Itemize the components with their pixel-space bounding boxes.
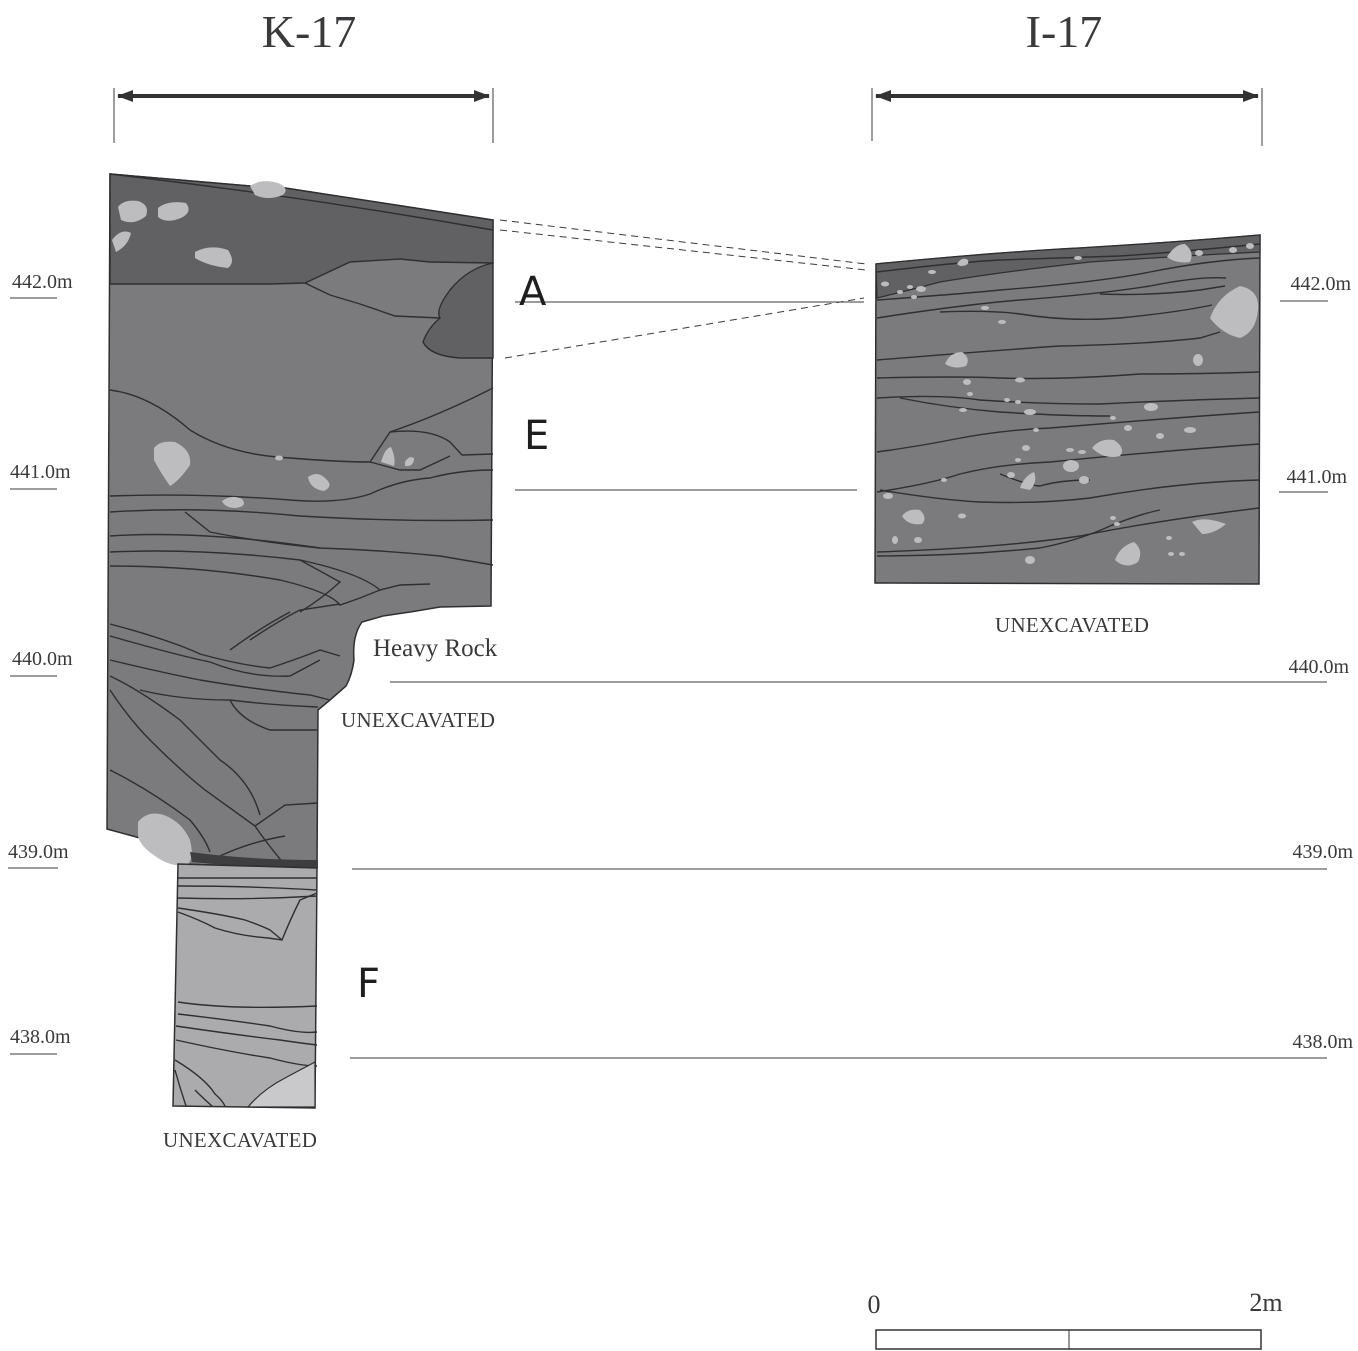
elevation-label-left-442: 442.0m xyxy=(12,271,73,293)
layer-label-e: E xyxy=(524,413,549,459)
unexcavated-label-i17: UNEXCAVATED xyxy=(995,613,1149,637)
scale-bar-start-label: 0 xyxy=(868,1290,881,1319)
i17-stones xyxy=(881,243,1259,566)
k17-dark-band xyxy=(190,852,318,868)
elevation-label-left-439: 439.0m xyxy=(8,841,69,863)
elevation-label-right-442: 442.0m xyxy=(1290,273,1351,295)
scale-bar xyxy=(875,1329,1262,1350)
elevation-label-right-441: 441.0m xyxy=(1286,466,1347,488)
layer-label-a: A xyxy=(519,269,547,315)
i17-strata-lines xyxy=(876,243,1261,557)
i17-profile xyxy=(874,234,1261,585)
section-title-k17: K-17 xyxy=(262,6,357,57)
unexcavated-label-k17-bottom: UNEXCAVATED xyxy=(163,1128,317,1152)
k17-stones xyxy=(112,181,414,866)
elevation-label-right-438: 438.0m xyxy=(1292,1031,1353,1053)
k17-body xyxy=(106,173,494,869)
elevation-label-right-440: 440.0m xyxy=(1288,656,1349,678)
elevation-label-left-438: 438.0m xyxy=(10,1026,71,1048)
scale-bar-end-label: 2m xyxy=(1249,1288,1282,1317)
section-title-i17: I-17 xyxy=(1026,6,1103,57)
k17-layer-f-rock xyxy=(246,1061,316,1108)
elevation-label-left-441: 441.0m xyxy=(10,461,71,483)
k17-strata-lines xyxy=(109,387,494,866)
k17-layer-f xyxy=(172,863,318,1109)
elevation-label-left-440: 440.0m xyxy=(12,648,73,670)
unexcavated-label-k17-mid: UNEXCAVATED xyxy=(341,708,495,732)
i17-width-arrow xyxy=(871,88,1263,146)
k17-profile xyxy=(106,173,494,1109)
k17-layer-f-lines xyxy=(174,877,318,1107)
layer-label-f: F xyxy=(357,961,380,1007)
correlation-lines xyxy=(499,219,867,491)
elevation-label-right-439: 439.0m xyxy=(1292,841,1353,863)
k17-width-arrow xyxy=(113,88,494,143)
elevation-lines xyxy=(8,297,1328,1059)
heavy-rock-label: Heavy Rock xyxy=(373,635,498,662)
i17-dark-top xyxy=(875,234,1261,299)
